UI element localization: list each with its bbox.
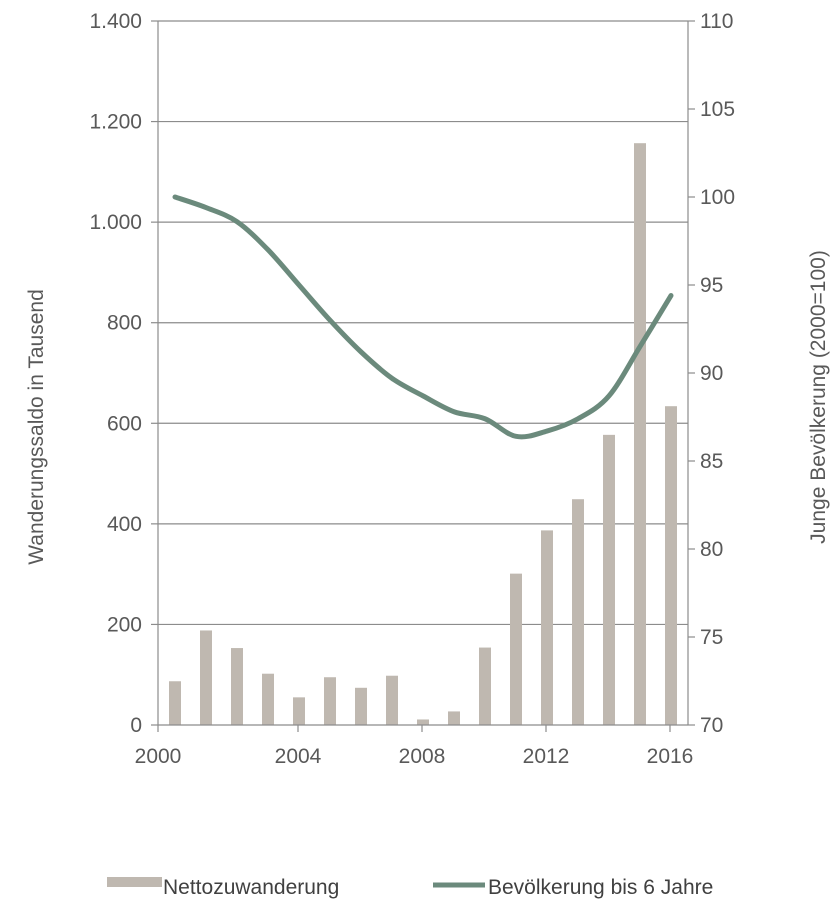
y-tick-label: 200 [107,613,142,636]
x-tick-label: 2004 [275,745,322,768]
y-right-tick-label: 80 [700,538,723,561]
y-right-tick-label: 85 [700,450,723,473]
legend-label-bevoelkerung: Bevölkerung bis 6 Jahre [488,876,713,899]
y-right-tick-label: 95 [700,274,723,297]
y-tick-label: 400 [107,513,142,536]
y-right-tick-label: 110 [700,10,733,33]
y-right-tick-label: 75 [700,626,723,649]
legend-label-nettozuwanderung: Nettozuwanderung [163,876,339,899]
bar [572,499,584,725]
bar [634,143,646,726]
bar [665,406,677,725]
y-tick-label: 800 [107,312,142,335]
bar [324,677,336,725]
x-tick-label: 2008 [399,745,446,768]
y-axis-left-title: Wanderungssaldo in Tausend [25,289,48,565]
bar [603,434,615,725]
bar [510,573,522,725]
x-tick-label: 2000 [135,745,182,768]
y-tick-label: 600 [107,412,142,435]
y-tick-label: 1.200 [89,111,142,134]
bar [386,675,398,725]
legend-swatch-nettozuwanderung [107,877,162,887]
bar [262,673,274,725]
y-right-tick-label: 105 [700,98,735,121]
bar [355,687,367,725]
y-right-tick-label: 70 [700,714,723,737]
y-axis-right-title: Junge Bevölkerung (2000=100) [807,250,830,544]
bar [417,719,429,725]
x-tick-label: 2016 [647,745,694,768]
bar [479,647,491,725]
bar [169,681,181,725]
y-tick-label: 0 [130,714,142,737]
y-tick-label: 1.400 [89,10,142,33]
bar [231,648,243,725]
y-tick-label: 1.000 [89,211,142,234]
y-right-tick-label: 90 [700,362,723,385]
x-axis-ticks: 2000 2004 2008 2012 2016 [135,725,694,768]
legend: Nettozuwanderung Bevölkerung bis 6 Jahre [107,876,713,899]
bar-series-nettozuwanderung [169,143,677,726]
x-tick-label: 2012 [523,745,570,768]
bar [448,711,460,725]
bar [293,697,305,725]
bar [541,530,553,725]
bar [200,630,212,725]
y-right-tick-label: 100 [700,186,735,209]
grid-lines [158,20,688,626]
line-series-bevoelkerung [172,194,674,440]
y-axis-left-ticks: 0 200 400 600 800 1.000 1.200 1.400 [89,10,158,737]
y-axis-right-ticks: 70 75 80 85 90 95 100 105 110 [688,10,735,737]
